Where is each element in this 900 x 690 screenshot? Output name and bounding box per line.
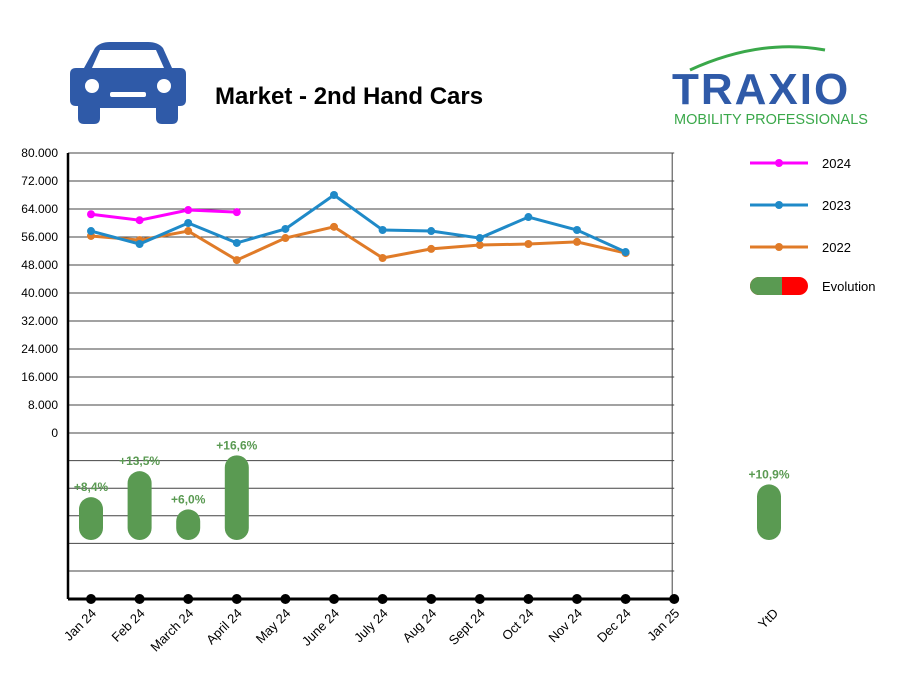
x-tick-label: Dec 24: [594, 606, 634, 646]
x-tick-label: Sept 24: [446, 606, 488, 648]
y-tick-label: 32.000: [21, 314, 58, 328]
y-tick-label: 16.000: [21, 370, 58, 384]
series-point: [621, 248, 630, 257]
series-point: [378, 226, 387, 234]
y-tick-label: 48.000: [21, 258, 58, 272]
series-point: [87, 210, 95, 219]
x-axis-dot: [572, 594, 582, 604]
evolution-bar: [757, 484, 781, 540]
series-point: [232, 208, 241, 217]
series-point: [573, 237, 581, 246]
series-point: [184, 206, 193, 215]
ytd-label: YtD: [755, 606, 781, 632]
y-tick-label: 40.000: [21, 286, 58, 300]
evolution-label: +13,5%: [119, 454, 160, 468]
legend-label: Evolution: [822, 279, 875, 294]
series-point: [135, 240, 144, 248]
evolution-label: +10,9%: [748, 467, 789, 481]
evolution-bar: [176, 509, 201, 540]
x-axis-dot: [426, 594, 437, 604]
series-point: [573, 226, 581, 234]
x-axis-dot: [280, 594, 291, 604]
x-axis-dot: [377, 594, 388, 604]
x-axis-dot: [183, 594, 194, 604]
series-point: [524, 213, 533, 222]
x-axis-dot: [523, 594, 534, 604]
y-tick-label: 0: [51, 426, 58, 440]
y-tick-label: 56.000: [21, 230, 58, 244]
x-tick-label: Jan 25: [644, 606, 682, 644]
x-axis-dot: [231, 594, 242, 604]
x-axis-dot: [329, 594, 339, 604]
x-tick-label: March 24: [147, 606, 196, 655]
y-tick-label: 8.000: [28, 398, 58, 412]
series-point: [232, 238, 241, 247]
series-point: [378, 254, 387, 262]
evolution-label: +16,6%: [216, 438, 257, 452]
series-point: [427, 227, 436, 236]
y-tick-label: 64.000: [21, 202, 58, 216]
series-point: [184, 219, 193, 227]
x-tick-label: May 24: [253, 606, 294, 647]
legend-label: 2022: [822, 240, 851, 255]
series-point: [475, 234, 484, 243]
series-point: [281, 234, 290, 243]
legend-dot: [775, 159, 783, 167]
x-axis-dot: [669, 594, 680, 604]
x-axis-dot: [134, 594, 145, 604]
logo-name: TRAXIO: [672, 65, 850, 114]
evolution-bar: [224, 455, 249, 540]
legend-dot: [775, 201, 783, 209]
series-point: [524, 240, 533, 248]
x-axis-dot: [620, 594, 631, 604]
x-axis-dot: [474, 594, 485, 604]
series-point: [135, 216, 144, 225]
legend-label: 2024: [822, 156, 851, 171]
series-point: [281, 224, 290, 233]
series-point: [87, 227, 95, 236]
chart-title: Market - 2nd Hand Cars: [215, 83, 483, 110]
series-point: [427, 244, 436, 253]
series-line: [90, 193, 627, 254]
car-icon: [70, 42, 186, 124]
x-tick-label: April 24: [203, 606, 245, 648]
y-tick-label: 80.000: [21, 146, 58, 160]
x-tick-label: Oct 24: [499, 606, 537, 644]
series-point: [475, 241, 484, 250]
y-tick-label: 72.000: [21, 174, 58, 188]
x-tick-label: July 24: [351, 606, 391, 646]
y-tick-label: 24.000: [21, 342, 58, 356]
evolution-bar: [79, 497, 103, 540]
series-point: [232, 256, 241, 265]
series-point: [184, 227, 193, 236]
x-tick-label: Jan 24: [61, 606, 99, 644]
legend-evolution-green: [750, 277, 782, 295]
x-tick-label: Aug 24: [400, 606, 440, 646]
series-line: [90, 208, 237, 222]
x-tick-label: June 24: [299, 606, 342, 649]
x-tick-label: Feb 24: [108, 606, 147, 645]
logo-tagline: MOBILITY PROFESSIONALS: [674, 112, 868, 128]
x-tick-label: Nov 24: [545, 606, 585, 646]
legend-label: 2023: [822, 198, 851, 213]
logo-swoosh: [689, 45, 826, 72]
series-point: [330, 191, 338, 199]
evolution-label: +6,0%: [171, 492, 206, 506]
evolution-bar: [127, 471, 152, 540]
evolution-label: +8,4%: [74, 480, 109, 494]
x-axis-dot: [86, 594, 96, 604]
series-point: [330, 222, 338, 231]
series-line: [90, 225, 626, 262]
legend-dot: [775, 243, 783, 251]
